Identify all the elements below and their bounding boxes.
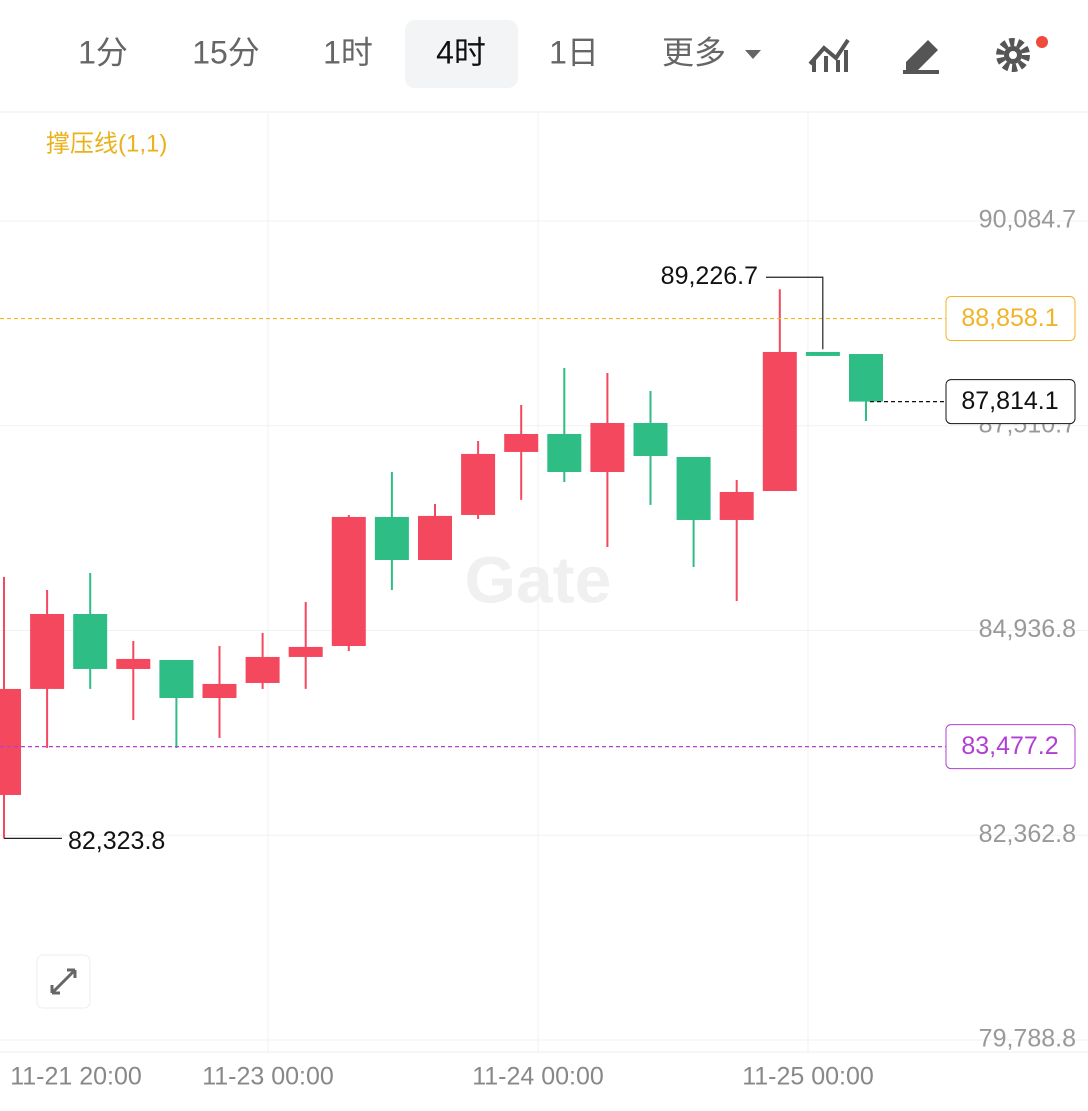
indicator-icon[interactable] xyxy=(808,38,850,72)
y-tick-label: 90,084.7 xyxy=(979,206,1076,234)
candle-body xyxy=(633,423,668,457)
candle-body xyxy=(805,351,840,356)
high-leader xyxy=(766,276,824,350)
dropdown-caret xyxy=(745,50,761,59)
icon-base xyxy=(903,70,939,74)
icon-pencil xyxy=(906,40,938,72)
candle-body xyxy=(331,516,366,646)
tab[interactable]: 1时 xyxy=(323,34,373,70)
icon-line xyxy=(808,38,850,66)
candle-body xyxy=(461,453,496,515)
candle-body xyxy=(547,433,582,473)
low-label: 82,323.8 xyxy=(68,827,165,855)
x-tick-label: 11-21 20:00 xyxy=(10,1063,142,1091)
icon-gear xyxy=(996,38,1030,72)
expand-arrow xyxy=(50,968,77,995)
candle-body xyxy=(418,515,452,560)
y-tick-label: 79,788.8 xyxy=(979,1025,1076,1053)
candle-body xyxy=(504,433,539,452)
price-tag-label: 88,858.1 xyxy=(961,304,1058,332)
candle-body xyxy=(159,659,194,699)
settings-icon[interactable] xyxy=(996,36,1048,72)
price-tag-label: 87,814.1 xyxy=(961,387,1058,415)
notification-dot xyxy=(1036,36,1048,48)
icon-gear xyxy=(1009,51,1017,59)
candle-body xyxy=(849,354,883,402)
indicator-label: 撑压线(1,1) xyxy=(46,130,167,157)
price-tag xyxy=(945,724,1076,770)
tab[interactable]: 1日 xyxy=(549,34,599,70)
candle-body xyxy=(0,688,21,795)
toolbar: 1分 15分 1时 4时 1日 更多 xyxy=(78,20,761,88)
candle-body xyxy=(762,351,797,492)
price-tag xyxy=(945,379,1076,425)
candle-body xyxy=(30,614,65,689)
candle-body xyxy=(288,646,323,657)
draw-icon[interactable] xyxy=(903,40,939,74)
expand-button[interactable] xyxy=(36,954,91,1009)
tab[interactable]: 15分 xyxy=(192,34,260,70)
x-tick-label: 11-25 00:00 xyxy=(742,1063,874,1091)
x-tick-label: 11-23 00:00 xyxy=(202,1063,334,1091)
tab[interactable]: 4时 xyxy=(436,34,486,70)
candle-body xyxy=(73,614,108,669)
tab[interactable]: 更多 xyxy=(662,34,726,70)
candle-body xyxy=(202,683,237,699)
y-tick-label: 84,936.8 xyxy=(979,615,1076,643)
price-tag-label: 83,477.2 xyxy=(961,732,1058,760)
candle-body xyxy=(676,456,711,520)
y-tick-label: 82,362.8 xyxy=(979,820,1076,848)
high-label: 89,226.7 xyxy=(661,262,758,290)
tab[interactable]: 1分 xyxy=(78,34,128,70)
candle-body xyxy=(719,491,754,520)
price-tag xyxy=(945,296,1076,342)
x-tick-label: 11-24 00:00 xyxy=(472,1063,604,1091)
active-tab-bg xyxy=(405,20,518,88)
candle-body xyxy=(374,516,409,560)
candle-body xyxy=(245,656,280,683)
candle-body xyxy=(116,658,151,669)
candle-body xyxy=(590,423,625,473)
